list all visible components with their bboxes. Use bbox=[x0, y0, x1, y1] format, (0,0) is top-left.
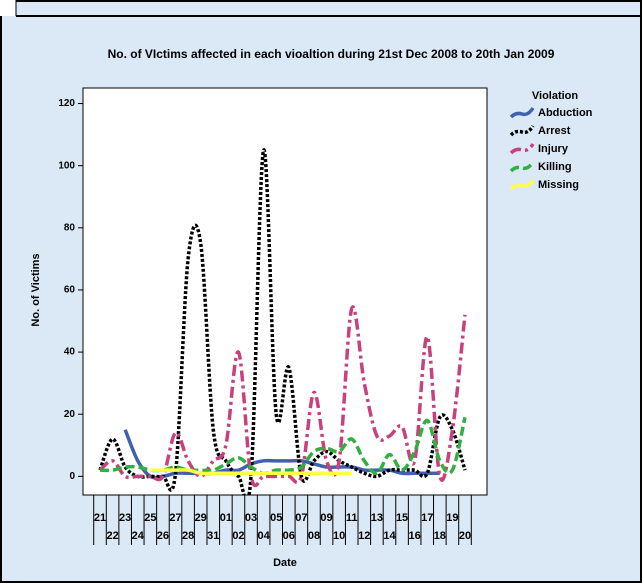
legend-swatch bbox=[509, 161, 535, 173]
legend-label: Arrest bbox=[538, 125, 571, 137]
corner bbox=[0, 0, 16, 16]
series-line bbox=[150, 468, 352, 476]
x-tick-label: 22 bbox=[106, 530, 118, 542]
y-tick-label: 20 bbox=[64, 409, 76, 420]
legend-label: Missing bbox=[538, 179, 579, 191]
plot-area bbox=[82, 87, 488, 496]
legend-label: Killing bbox=[538, 161, 572, 173]
x-tick-label: 15 bbox=[396, 512, 408, 524]
legend-title: Violation bbox=[532, 90, 579, 102]
x-tick-label: 28 bbox=[182, 530, 194, 542]
series-layer bbox=[98, 148, 467, 495]
x-tick-label: 02 bbox=[232, 530, 244, 542]
x-tick-label: 31 bbox=[207, 530, 219, 542]
y-tick-label: 100 bbox=[58, 160, 75, 171]
y-tick-label: 0 bbox=[69, 471, 75, 482]
series-line bbox=[98, 305, 467, 488]
x-tick-label: 27 bbox=[169, 512, 181, 524]
x-tick-label: 26 bbox=[157, 530, 169, 542]
series-line bbox=[98, 148, 467, 495]
x-tick-label: 13 bbox=[371, 512, 383, 524]
legend-swatch bbox=[509, 125, 535, 137]
x-tick-label: 05 bbox=[270, 512, 282, 524]
legend-swatch bbox=[509, 179, 535, 191]
y-axis-label: No. of Victims bbox=[30, 253, 42, 326]
x-tick-label: 12 bbox=[358, 530, 370, 542]
x-tick-label: 19 bbox=[446, 512, 458, 524]
x-tick-label: 11 bbox=[346, 512, 358, 524]
x-tick-label: 07 bbox=[295, 512, 307, 524]
legend-label: Injury bbox=[538, 143, 569, 155]
x-tick-label: 08 bbox=[308, 530, 320, 542]
x-tick-label: 14 bbox=[383, 530, 396, 542]
x-tick-label: 01 bbox=[220, 512, 232, 524]
y-tick-label: 80 bbox=[64, 222, 76, 233]
legend-swatch bbox=[509, 107, 535, 119]
x-tick-label: 23 bbox=[119, 512, 131, 524]
y-tick-label: 60 bbox=[64, 285, 76, 296]
x-tick-label: 21 bbox=[94, 512, 106, 524]
x-tick-label: 17 bbox=[421, 512, 433, 524]
x-tick-label: 03 bbox=[245, 512, 257, 524]
y-tick-label: 40 bbox=[64, 347, 76, 358]
legend-label: Abduction bbox=[538, 107, 593, 119]
series-line bbox=[99, 416, 467, 476]
legend-swatch bbox=[509, 143, 535, 155]
x-tick-label: 16 bbox=[409, 530, 421, 542]
y-tick-label: 120 bbox=[58, 98, 75, 109]
x-tick-label: 20 bbox=[459, 530, 471, 542]
x-tick-label: 06 bbox=[283, 530, 295, 542]
x-tick-label: 29 bbox=[195, 512, 207, 524]
x-tick-label: 25 bbox=[144, 512, 156, 524]
x-tick-label: 09 bbox=[320, 512, 332, 524]
x-tick-label: 04 bbox=[257, 530, 270, 542]
x-tick-label: 18 bbox=[434, 530, 446, 542]
x-axis-label: Date bbox=[273, 557, 297, 569]
x-tick-label: 24 bbox=[132, 530, 145, 542]
chart-title: No. of VIctims affected in each vioaltio… bbox=[108, 47, 555, 61]
x-tick-label: 10 bbox=[333, 530, 345, 542]
